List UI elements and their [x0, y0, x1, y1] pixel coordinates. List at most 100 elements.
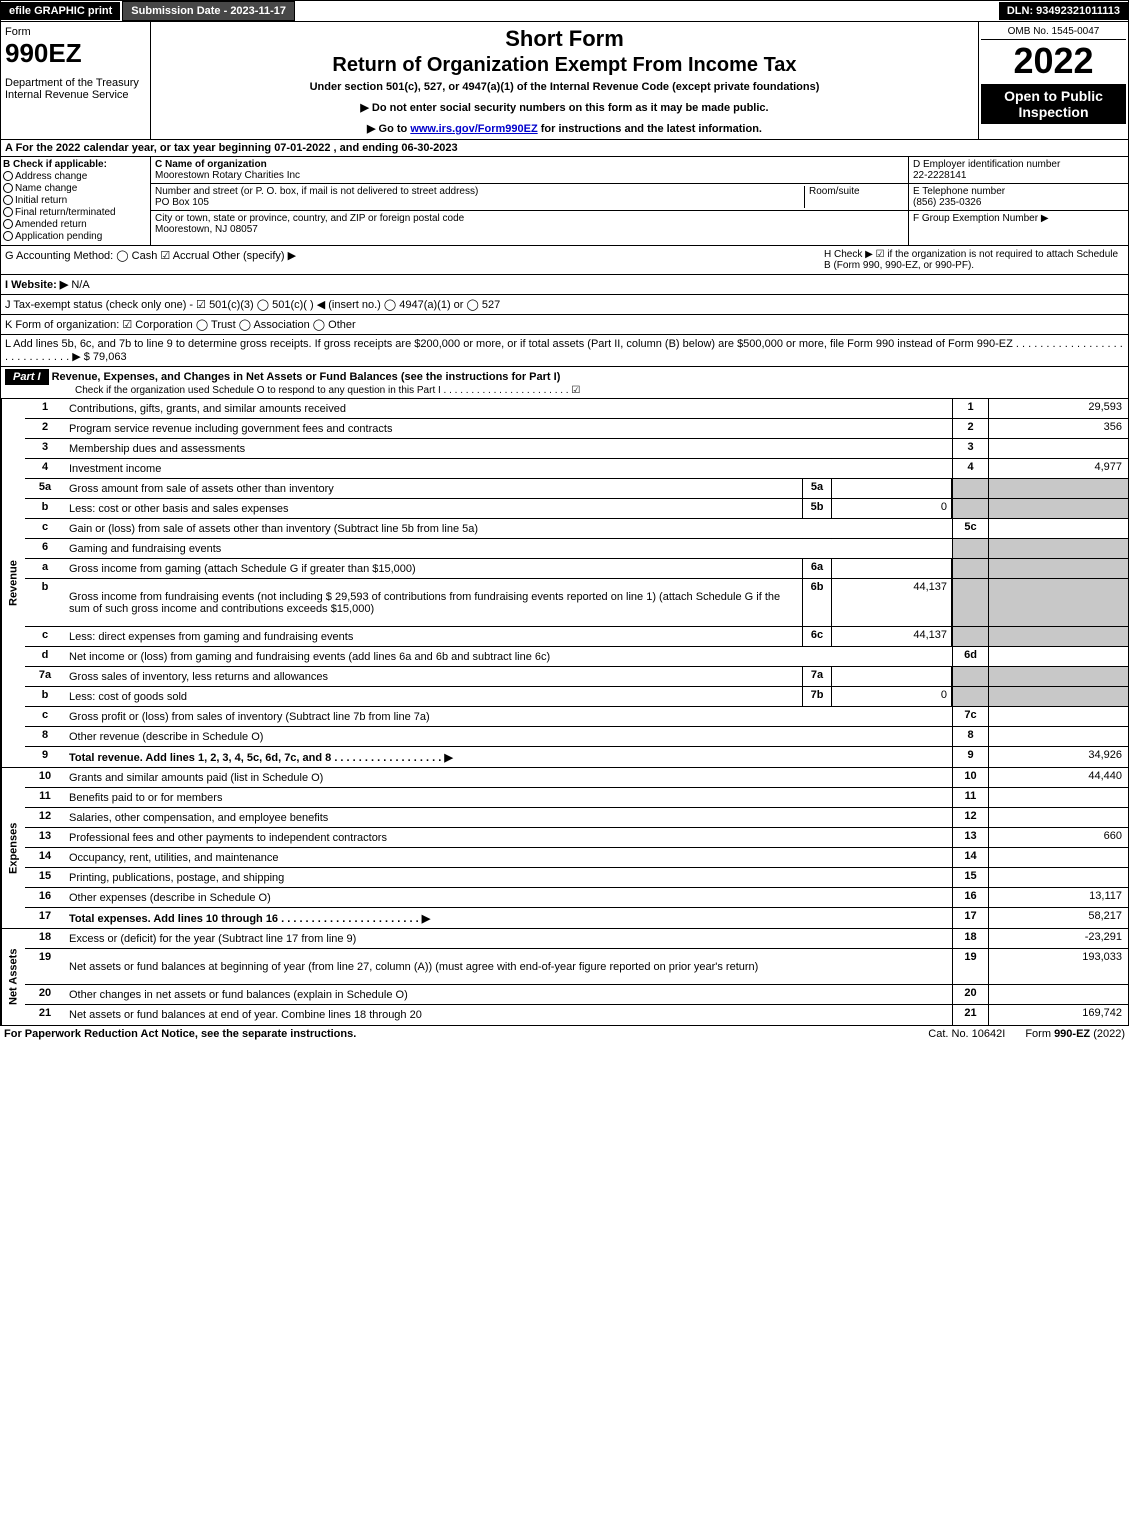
city-value: Moorestown, NJ 08057 — [155, 224, 904, 235]
room-suite: Room/suite — [804, 186, 904, 208]
f-label: F Group Exemption Number ▶ — [913, 213, 1124, 224]
line-12: 12Salaries, other compensation, and empl… — [25, 808, 1128, 828]
irs-link-note: ▶ Go to www.irs.gov/Form990EZ for instru… — [155, 122, 974, 135]
line-4: 4Investment income44,977 — [25, 459, 1128, 479]
line-8: 8Other revenue (describe in Schedule O)8 — [25, 727, 1128, 747]
line-7c: cGross profit or (loss) from sales of in… — [25, 707, 1128, 727]
header-right: OMB No. 1545-0047 2022 Open to Public In… — [978, 22, 1128, 139]
line-18: 18Excess or (deficit) for the year (Subt… — [25, 929, 1128, 949]
line-10: 10Grants and similar amounts paid (list … — [25, 768, 1128, 788]
line-7a: 7aGross sales of inventory, less returns… — [25, 667, 1128, 687]
dln-label: DLN: 93492321011113 — [999, 2, 1128, 20]
paperwork-notice: For Paperwork Reduction Act Notice, see … — [4, 1028, 908, 1040]
line-6a: aGross income from gaming (attach Schedu… — [25, 559, 1128, 579]
line-13: 13Professional fees and other payments t… — [25, 828, 1128, 848]
line-19: 19Net assets or fund balances at beginni… — [25, 949, 1128, 985]
short-form-title: Short Form — [155, 26, 974, 52]
line-6c: cLess: direct expenses from gaming and f… — [25, 627, 1128, 647]
column-c: C Name of organization Moorestown Rotary… — [151, 157, 908, 245]
street-value: PO Box 105 — [155, 197, 804, 208]
group-exemption-row: F Group Exemption Number ▶ — [909, 211, 1128, 226]
department-label: Department of the Treasury Internal Reve… — [5, 77, 146, 101]
ein-value: 22-2228141 — [913, 170, 1124, 181]
part-1-badge: Part I — [5, 369, 49, 385]
efile-print-button[interactable]: efile GRAPHIC print — [1, 2, 122, 20]
under-section: Under section 501(c), 527, or 4947(a)(1)… — [155, 81, 974, 93]
header-left: Form 990EZ Department of the Treasury In… — [1, 22, 151, 139]
d-label: D Employer identification number — [913, 159, 1124, 170]
row-g-h: G Accounting Method: ◯ Cash ☑ Accrual Ot… — [0, 246, 1129, 275]
open-to-public: Open to Public Inspection — [981, 84, 1126, 124]
row-i-website: I Website: ▶ N/A — [0, 275, 1129, 295]
chk-final-return[interactable]: Final return/terminated — [3, 207, 148, 218]
org-info-grid: B Check if applicable: Address change Na… — [0, 157, 1129, 246]
column-b: B Check if applicable: Address change Na… — [1, 157, 151, 245]
irs-link[interactable]: www.irs.gov/Form990EZ — [410, 123, 537, 135]
website-value: N/A — [71, 279, 89, 291]
row-a-tax-year: A For the 2022 calendar year, or tax yea… — [0, 140, 1129, 157]
line-6b: bGross income from fundraising events (n… — [25, 579, 1128, 627]
line-14: 14Occupancy, rent, utilities, and mainte… — [25, 848, 1128, 868]
part-1-header: Part I Revenue, Expenses, and Changes in… — [0, 367, 1129, 399]
chk-address-change[interactable]: Address change — [3, 171, 148, 182]
c-name-label: C Name of organization — [155, 159, 904, 170]
schedule-b-check: H Check ▶ ☑ if the organization is not r… — [824, 249, 1124, 271]
line-11: 11Benefits paid to or for members11 — [25, 788, 1128, 808]
e-label: E Telephone number — [913, 186, 1124, 197]
tax-year: 2022 — [981, 40, 1126, 82]
catalog-number: Cat. No. 10642I — [908, 1028, 1025, 1040]
revenue-side-label: Revenue — [1, 399, 25, 767]
top-bar: efile GRAPHIC print Submission Date - 20… — [0, 0, 1129, 22]
column-def: D Employer identification number 22-2228… — [908, 157, 1128, 245]
page-footer: For Paperwork Reduction Act Notice, see … — [0, 1026, 1129, 1042]
ein-row: D Employer identification number 22-2228… — [909, 157, 1128, 184]
part-1-schedule-o: Check if the organization used Schedule … — [5, 385, 1124, 396]
expenses-group: Expenses 10Grants and similar amounts pa… — [0, 768, 1129, 929]
line-17: 17Total expenses. Add lines 10 through 1… — [25, 908, 1128, 928]
net-assets-group: Net Assets 18Excess or (deficit) for the… — [0, 929, 1129, 1026]
ssn-warning: ▶ Do not enter social security numbers o… — [155, 101, 974, 114]
chk-name-change[interactable]: Name change — [3, 183, 148, 194]
expenses-side-label: Expenses — [1, 768, 25, 928]
part-1-title: Revenue, Expenses, and Changes in Net As… — [52, 371, 561, 383]
line-1: 1Contributions, gifts, grants, and simil… — [25, 399, 1128, 419]
city-row: City or town, state or province, country… — [151, 211, 908, 237]
phone-value: (856) 235-0326 — [913, 197, 1124, 208]
net-assets-side-label: Net Assets — [1, 929, 25, 1025]
return-title: Return of Organization Exempt From Incom… — [155, 54, 974, 77]
form-number: 990EZ — [5, 38, 146, 69]
line-5a: 5aGross amount from sale of assets other… — [25, 479, 1128, 499]
chk-application-pending[interactable]: Application pending — [3, 231, 148, 242]
chk-amended-return[interactable]: Amended return — [3, 219, 148, 230]
omb-number: OMB No. 1545-0047 — [981, 24, 1126, 40]
line-6d: dNet income or (loss) from gaming and fu… — [25, 647, 1128, 667]
phone-row: E Telephone number (856) 235-0326 — [909, 184, 1128, 211]
line-3: 3Membership dues and assessments3 — [25, 439, 1128, 459]
line-9: 9Total revenue. Add lines 1, 2, 3, 4, 5c… — [25, 747, 1128, 767]
form-id-footer: Form 990-EZ (2022) — [1025, 1028, 1125, 1040]
accounting-method: G Accounting Method: ◯ Cash ☑ Accrual Ot… — [5, 249, 824, 271]
org-name: Moorestown Rotary Charities Inc — [155, 170, 904, 181]
line-21: 21Net assets or fund balances at end of … — [25, 1005, 1128, 1025]
row-j-tax-exempt: J Tax-exempt status (check only one) - ☑… — [0, 295, 1129, 315]
submission-date: Submission Date - 2023-11-17 — [122, 1, 295, 21]
line-20: 20Other changes in net assets or fund ba… — [25, 985, 1128, 1005]
line-2: 2Program service revenue including gover… — [25, 419, 1128, 439]
header-mid: Short Form Return of Organization Exempt… — [151, 22, 978, 139]
revenue-group: Revenue 1Contributions, gifts, grants, a… — [0, 399, 1129, 768]
b-header: B Check if applicable: — [3, 159, 148, 170]
org-name-row: C Name of organization Moorestown Rotary… — [151, 157, 908, 184]
form-header: Form 990EZ Department of the Treasury In… — [0, 22, 1129, 140]
line-6: 6Gaming and fundraising events — [25, 539, 1128, 559]
form-word: Form — [5, 26, 146, 38]
chk-initial-return[interactable]: Initial return — [3, 195, 148, 206]
line-15: 15Printing, publications, postage, and s… — [25, 868, 1128, 888]
line-7b: bLess: cost of goods sold7b0 — [25, 687, 1128, 707]
city-label: City or town, state or province, country… — [155, 213, 904, 224]
street-row: Number and street (or P. O. box, if mail… — [151, 184, 908, 211]
line-16: 16Other expenses (describe in Schedule O… — [25, 888, 1128, 908]
row-k-form-org: K Form of organization: ☑ Corporation ◯ … — [0, 315, 1129, 335]
street-label: Number and street (or P. O. box, if mail… — [155, 186, 804, 197]
line-5b: bLess: cost or other basis and sales exp… — [25, 499, 1128, 519]
line-5c: cGain or (loss) from sale of assets othe… — [25, 519, 1128, 539]
